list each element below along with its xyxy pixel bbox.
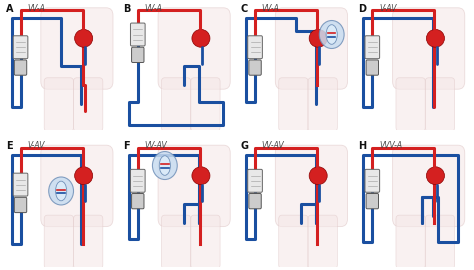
FancyBboxPatch shape	[396, 215, 425, 269]
FancyBboxPatch shape	[248, 169, 263, 192]
FancyBboxPatch shape	[392, 145, 465, 227]
FancyBboxPatch shape	[44, 215, 73, 269]
Text: F: F	[123, 141, 130, 151]
Text: V-AV: V-AV	[27, 141, 45, 150]
FancyBboxPatch shape	[41, 145, 113, 227]
Ellipse shape	[192, 167, 210, 185]
FancyBboxPatch shape	[425, 78, 455, 131]
FancyBboxPatch shape	[249, 60, 261, 75]
FancyBboxPatch shape	[162, 215, 191, 269]
Text: VV-AV: VV-AV	[262, 141, 284, 150]
Ellipse shape	[309, 29, 327, 47]
Ellipse shape	[192, 29, 210, 47]
Circle shape	[153, 151, 177, 180]
Text: G: G	[240, 141, 248, 151]
FancyBboxPatch shape	[396, 78, 425, 131]
Text: VVV-A: VVV-A	[379, 141, 402, 150]
FancyBboxPatch shape	[130, 169, 145, 192]
Ellipse shape	[309, 167, 327, 185]
FancyBboxPatch shape	[275, 8, 347, 89]
FancyBboxPatch shape	[73, 215, 103, 269]
FancyBboxPatch shape	[73, 78, 103, 131]
FancyBboxPatch shape	[132, 194, 144, 209]
FancyBboxPatch shape	[14, 60, 27, 75]
Ellipse shape	[159, 156, 171, 175]
FancyBboxPatch shape	[308, 215, 337, 269]
Circle shape	[49, 177, 73, 205]
FancyBboxPatch shape	[366, 194, 379, 209]
Ellipse shape	[74, 167, 93, 185]
Text: V-AV: V-AV	[379, 4, 397, 13]
Text: VV-A: VV-A	[145, 4, 163, 13]
FancyBboxPatch shape	[44, 78, 73, 131]
FancyBboxPatch shape	[249, 194, 261, 209]
FancyBboxPatch shape	[162, 78, 191, 131]
Text: VV-A: VV-A	[27, 4, 45, 13]
FancyBboxPatch shape	[130, 23, 145, 46]
FancyBboxPatch shape	[13, 36, 28, 59]
Text: C: C	[240, 4, 247, 14]
FancyBboxPatch shape	[366, 60, 379, 75]
Text: H: H	[358, 141, 366, 151]
FancyBboxPatch shape	[425, 215, 455, 269]
FancyBboxPatch shape	[13, 173, 28, 196]
FancyBboxPatch shape	[158, 8, 230, 89]
FancyBboxPatch shape	[14, 197, 27, 212]
Text: E: E	[6, 141, 12, 151]
FancyBboxPatch shape	[308, 78, 337, 131]
FancyBboxPatch shape	[365, 36, 380, 59]
FancyBboxPatch shape	[365, 169, 380, 192]
FancyBboxPatch shape	[158, 145, 230, 227]
Ellipse shape	[74, 29, 93, 47]
Text: A: A	[6, 4, 13, 14]
FancyBboxPatch shape	[275, 145, 347, 227]
Text: B: B	[123, 4, 130, 14]
FancyBboxPatch shape	[41, 8, 113, 89]
FancyBboxPatch shape	[279, 215, 308, 269]
FancyBboxPatch shape	[191, 215, 220, 269]
FancyBboxPatch shape	[191, 78, 220, 131]
FancyBboxPatch shape	[132, 47, 144, 62]
Text: D: D	[358, 4, 365, 14]
Text: VV-A: VV-A	[262, 4, 280, 13]
Ellipse shape	[55, 181, 67, 201]
Ellipse shape	[427, 29, 445, 47]
Ellipse shape	[326, 25, 337, 44]
Text: VV-AV: VV-AV	[145, 141, 167, 150]
Circle shape	[319, 21, 344, 49]
FancyBboxPatch shape	[392, 8, 465, 89]
Ellipse shape	[427, 167, 445, 185]
FancyBboxPatch shape	[279, 78, 308, 131]
FancyBboxPatch shape	[248, 36, 263, 59]
